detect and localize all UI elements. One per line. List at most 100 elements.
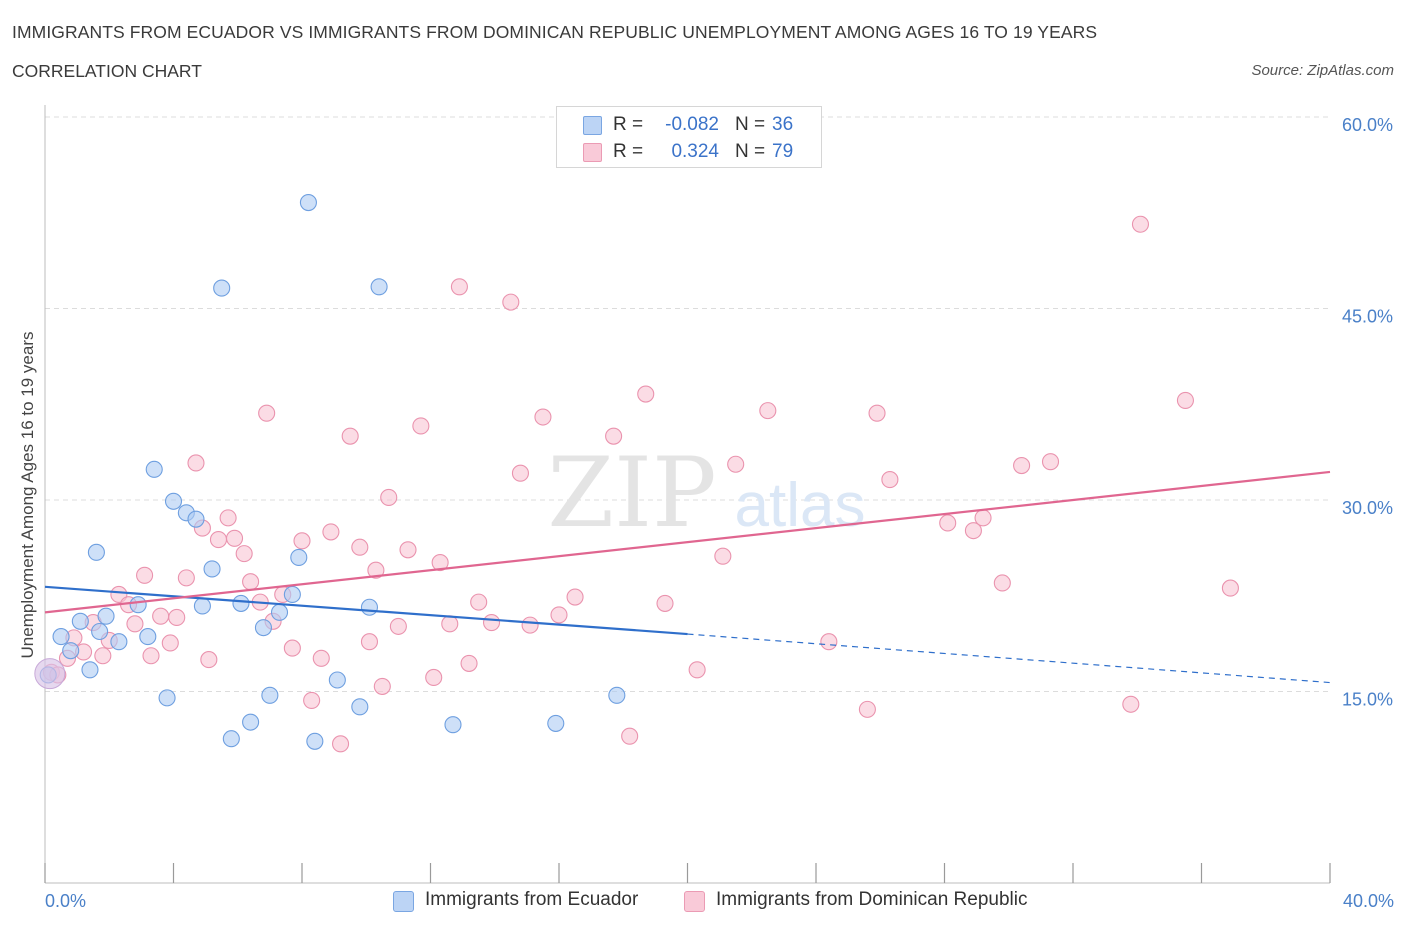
dominican-point	[566, 588, 584, 606]
dominican-point	[341, 427, 359, 445]
ecuador-point	[328, 671, 346, 689]
y-tick-label: 15.0%	[1342, 690, 1393, 710]
r-label: R =	[613, 114, 644, 135]
y-tick-label: 60.0%	[1342, 115, 1393, 135]
y-tick-label: 45.0%	[1342, 307, 1393, 327]
stats-row-ecuador: R = -0.082 N = 36	[557, 112, 821, 138]
ecuador-point	[254, 619, 273, 637]
dominican-legend-swatch	[684, 891, 705, 912]
watermark-zip: ZIP	[547, 437, 716, 549]
ecuador-swatch	[583, 116, 602, 135]
ecuador-point	[203, 560, 221, 578]
series-legend: Immigrants from Ecuador Immigrants from …	[0, 888, 1406, 916]
dominican-point	[621, 727, 639, 745]
dominican-point	[1221, 579, 1239, 597]
dominican-point	[219, 509, 237, 527]
dominican-point	[502, 293, 520, 311]
dominican-point	[727, 455, 745, 473]
ecuador-point	[608, 686, 626, 704]
y-tick-label: 30.0%	[1342, 498, 1393, 518]
ecuador-point	[87, 543, 105, 561]
ecuador-point	[299, 193, 317, 212]
dominican-point	[322, 523, 340, 541]
watermark-atlas: atlas	[735, 471, 866, 540]
ecuador-point	[110, 633, 128, 651]
dominican-point	[1041, 453, 1060, 471]
n-value: 79	[772, 141, 794, 162]
dominican-point	[200, 651, 218, 669]
ecuador-point	[71, 612, 89, 630]
dominican-point	[235, 545, 253, 563]
dominican-point	[258, 404, 276, 422]
ecuador-point	[97, 607, 115, 625]
ecuador-point	[139, 628, 157, 646]
dominican-point	[441, 615, 459, 633]
dominican-point	[688, 661, 706, 679]
y-tick-labels: 15.0% 30.0% 45.0% 60.0%	[1342, 115, 1393, 710]
r-value: -0.082	[665, 114, 719, 135]
ecuador-point	[164, 492, 183, 510]
dominican-point	[534, 408, 552, 426]
ecuador-point	[158, 689, 176, 707]
chart-title: IMMIGRANTS FROM ECUADOR VS IMMIGRANTS FR…	[12, 22, 1098, 42]
dominican-point	[1176, 391, 1194, 409]
ecuador-point	[444, 716, 462, 734]
source-label: Source: ZipAtlas.com	[1251, 62, 1394, 79]
dominican-point	[993, 574, 1011, 592]
dominican-point	[399, 541, 417, 559]
dominican-point	[637, 385, 655, 403]
dominican-point	[136, 566, 154, 584]
ecuador-point	[62, 642, 80, 660]
dominican-point	[1013, 456, 1031, 475]
r-value: 0.324	[671, 141, 719, 162]
dominican-point	[380, 488, 398, 506]
dominican-point	[964, 522, 982, 540]
watermark: ZIP atlas	[547, 437, 865, 549]
dominican-point	[974, 509, 992, 527]
ecuador-legend-swatch	[393, 891, 414, 912]
y-axis-label: Unemployment Among Ages 16 to 19 years	[18, 332, 37, 659]
dominican-point	[521, 616, 539, 634]
dominican-point	[360, 633, 379, 651]
overlap-point	[34, 658, 66, 690]
stats-row-dominican: R = 0.324 N = 79	[557, 139, 821, 165]
dominican-swatch	[583, 143, 602, 162]
ecuador-point	[242, 713, 260, 731]
ecuador-point	[283, 585, 301, 604]
dominican-point	[1122, 695, 1140, 713]
ecuador-point	[261, 686, 279, 704]
stats-legend: R = -0.082 N = 36 R = 0.324 N = 79	[556, 106, 822, 168]
chart-subtitle: CORRELATION CHART	[12, 61, 202, 81]
dominican-point	[389, 617, 407, 635]
ecuador-point	[232, 594, 250, 612]
dominican-point	[470, 593, 488, 611]
dominican-point	[939, 514, 957, 532]
dominican-point	[293, 532, 311, 550]
dominican-point	[858, 700, 876, 718]
n-label: N =	[735, 141, 766, 162]
dominican-point	[412, 417, 430, 435]
dominican-point	[242, 573, 260, 591]
dominican-point	[126, 615, 144, 633]
dominican-point	[550, 606, 568, 624]
dominican-point	[759, 402, 777, 420]
ecuador-point	[290, 548, 308, 567]
dominican-point	[351, 538, 369, 556]
dominican-point	[425, 668, 443, 687]
ecuador-point	[145, 460, 163, 478]
dominican-point	[142, 647, 160, 665]
ecuador-point	[52, 628, 70, 646]
ecuador-point	[547, 714, 565, 732]
ecuador-point	[270, 603, 289, 621]
ecuador-point	[351, 698, 369, 716]
dominican-point	[511, 464, 530, 482]
dominican-point	[303, 691, 321, 709]
dominican-point	[331, 735, 350, 753]
dominican-point	[94, 647, 112, 665]
ecuador-point	[193, 597, 211, 615]
ecuador-point	[222, 730, 240, 748]
legend-label: Immigrants from Dominican Republic	[716, 889, 1028, 910]
legend-label: Immigrants from Ecuador	[425, 889, 639, 910]
dominican-point	[187, 454, 205, 472]
